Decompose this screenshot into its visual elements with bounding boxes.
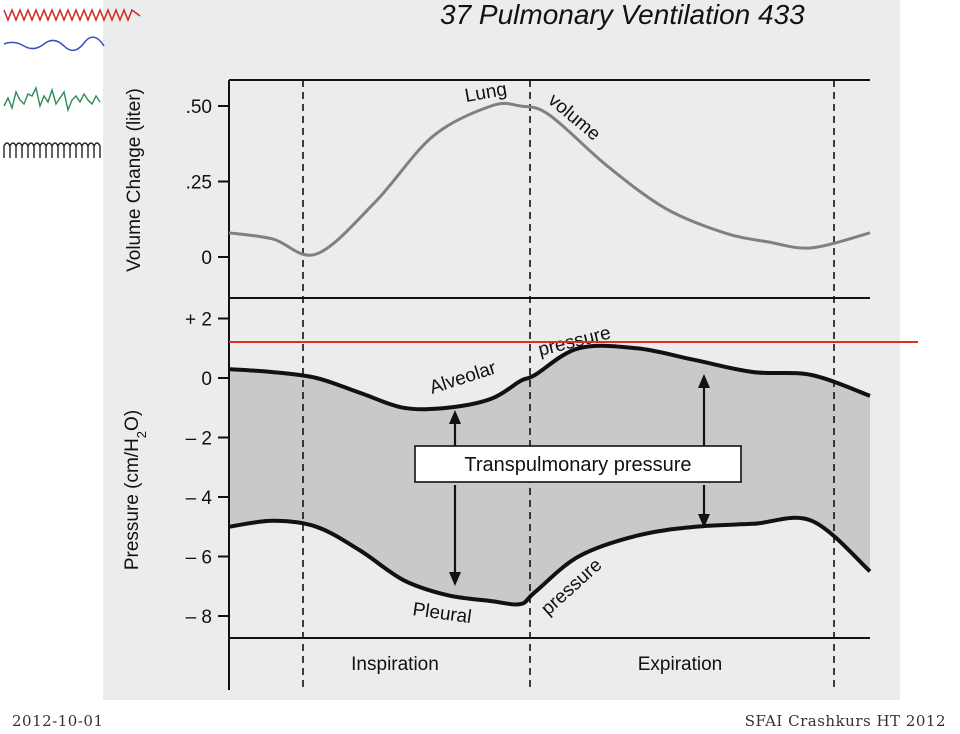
footer-date: 2012-10-01 xyxy=(12,712,104,730)
black-signal-trace-icon xyxy=(3,142,101,158)
pressure-tick-label: – 8 xyxy=(186,607,212,628)
pressure-tick-label: – 2 xyxy=(186,429,212,450)
phase-divider-lines xyxy=(302,80,835,692)
pressure-tick-label: 0 xyxy=(201,369,212,390)
volume-tick-label: .50 xyxy=(186,97,212,118)
pressure-tick-label: – 6 xyxy=(186,548,212,569)
series-pleural-pressure-line xyxy=(228,515,872,607)
series-alveolar-pressure-line xyxy=(228,343,871,412)
red-signal-trace-icon xyxy=(3,7,141,23)
transpulmonary-arrows xyxy=(449,374,710,586)
page-header: 37 Pulmonary Ventilation 433 xyxy=(440,0,805,30)
pressure-y-ticks: + 2 0 – 2 – 4 – 6 – 8 xyxy=(185,310,229,628)
annotation-transpulmonary: Transpulmonary pressure xyxy=(464,454,691,476)
blue-signal-trace-icon xyxy=(3,36,105,52)
phase-label-expiration: Expiration xyxy=(638,654,723,675)
volume-y-axis-title: Volume Change (liter) xyxy=(124,88,145,272)
phase-label-inspiration: Inspiration xyxy=(351,654,439,675)
series-lung-volume-line xyxy=(228,101,871,257)
pressure-tick-label: – 4 xyxy=(186,488,213,509)
pressure-tick-label: + 2 xyxy=(185,310,212,331)
volume-tick-label: .25 xyxy=(186,173,212,194)
volume-y-ticks: .50 .25 0 xyxy=(186,97,229,269)
green-signal-trace-icon xyxy=(3,85,101,113)
volume-tick-label: 0 xyxy=(201,248,212,269)
footer-credit: SFAI Crashkurs HT 2012 xyxy=(744,712,946,730)
transpulmonary-label-box xyxy=(414,445,742,483)
